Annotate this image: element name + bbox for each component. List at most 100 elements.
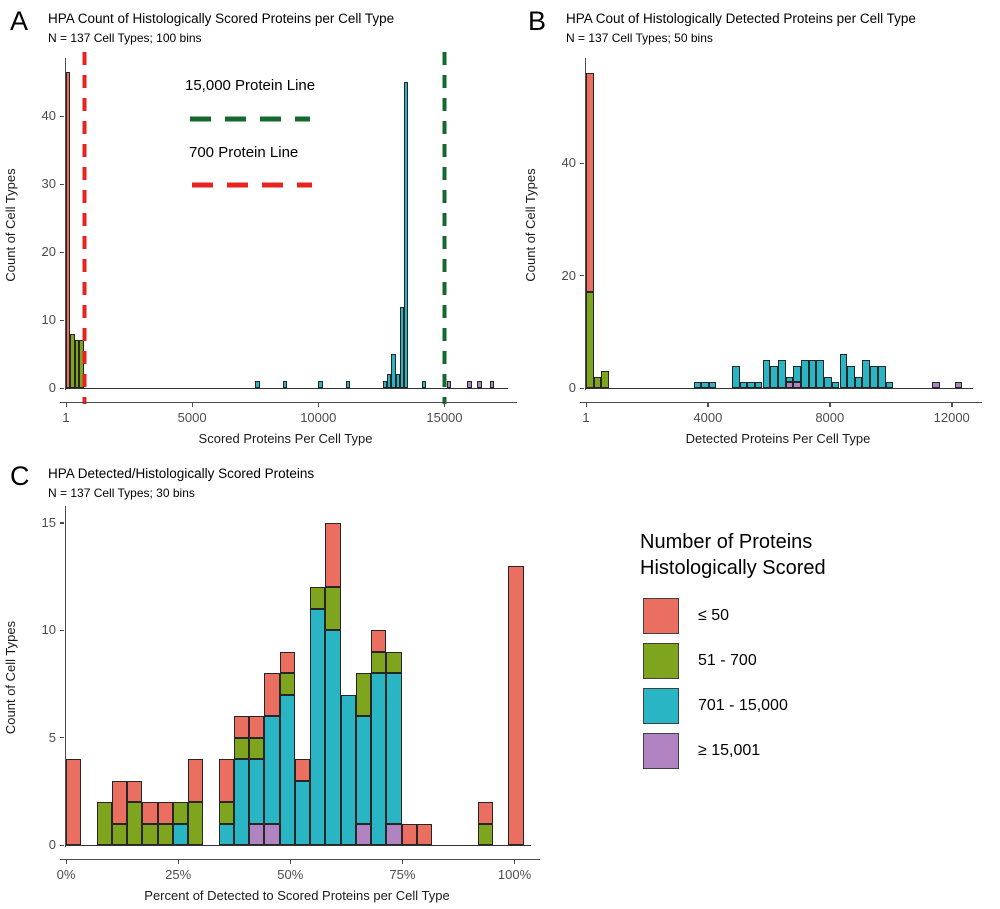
panel-b-baseline (585, 388, 973, 390)
panel-a-x-axis-title: Scored Proteins Per Cell Type (198, 431, 373, 446)
panel-b-x-axis-line (580, 402, 982, 404)
panel-b-x-tick-label: 1 (582, 410, 590, 425)
bar-segment-green (593, 376, 602, 388)
panel-a-letter: A (10, 6, 29, 36)
legend-label-green: 51 - 700 (698, 652, 757, 669)
bar-segment-red (264, 673, 280, 717)
bar-segment-green (386, 651, 402, 674)
panel-b-x-tick (707, 403, 709, 407)
bar-segment-cyan (279, 694, 295, 845)
panel-a-x-axis-line (60, 402, 517, 404)
bar-segment-green (325, 587, 341, 631)
bar-segment-red (416, 823, 432, 845)
bar-segment-cyan (785, 376, 794, 383)
panel-a-y-tick-label: 20 (41, 244, 56, 260)
panel-a-y-tick (60, 251, 64, 253)
panel-a-y-axis-line (65, 58, 67, 390)
panel-a-x-tick-label: 5000 (177, 410, 207, 425)
bar-segment-red (294, 759, 310, 781)
panel-b-y-tick (580, 275, 584, 277)
panel-a-y-tick-label: 40 (41, 108, 56, 124)
panel-c-x-tick-label: 100% (497, 867, 532, 882)
panel-c-y-tick-label: 5 (48, 729, 56, 745)
bar-segment-cyan (421, 381, 427, 388)
bar-segment-cyan (282, 381, 288, 388)
bar-segment-cyan (386, 673, 402, 824)
bar-segment-purple (931, 382, 940, 388)
panel-c-x-tick-label: 25% (165, 867, 192, 882)
bar-segment-cyan (294, 780, 310, 845)
bar-segment-cyan (831, 382, 840, 388)
bar-segment-red (111, 780, 127, 824)
bar-segment-green (74, 340, 80, 388)
panel-a-x-tick-label: 1 (62, 410, 70, 425)
panel-c-y-tick-label: 15 (41, 514, 56, 530)
panel-a-y-tick (60, 183, 64, 186)
bar-segment-purple (477, 381, 482, 388)
panel-b-y-tick-label: 40 (561, 155, 576, 171)
panel-c-y-tick (60, 522, 64, 524)
bar-segment-purple (489, 381, 495, 388)
bar-segment-green (601, 371, 610, 388)
bar-segment-green (188, 802, 204, 845)
bar-segment-purple (467, 381, 472, 388)
annotation-red-label: 700 Protein Line (189, 144, 299, 161)
reference-line (442, 52, 447, 404)
bar-segment-green (249, 737, 265, 760)
panel-c-bars (0, 455, 620, 909)
panel-a-y-tick-label: 0 (48, 380, 56, 395)
bar-segment-cyan (391, 354, 396, 388)
panel-c-x-tick-label: 50% (277, 867, 304, 882)
bar-segment-green (111, 823, 127, 845)
bar-segment-green (477, 823, 493, 845)
bar-segment-green (96, 802, 112, 845)
bar-segment-cyan (801, 359, 809, 388)
bar-segment-purple (264, 823, 280, 845)
legend-item-green[interactable]: 51 - 700 (640, 643, 970, 688)
panel-b-x-tick-label: 8000 (815, 410, 845, 425)
panel-b-x-axis-title: Detected Proteins Per Cell Type (685, 431, 871, 446)
bar-segment-purple (386, 823, 402, 845)
bar-segment-green (79, 340, 84, 388)
bar-segment-red (325, 522, 341, 588)
legend-item-purple[interactable]: ≥ 15,001 (640, 733, 970, 778)
bar-segment-cyan (877, 365, 886, 388)
bar-segment-cyan (847, 365, 855, 388)
bar-segment-red (157, 802, 173, 824)
panel-c-x-tick (289, 860, 292, 864)
legend-item-cyan[interactable]: 701 - 15,000 (640, 688, 970, 733)
panel-c-baseline (65, 845, 531, 847)
bar-segment-green (233, 737, 249, 760)
bar-segment-cyan (355, 716, 371, 824)
annotation-green-label: 15,000 Protein Line (185, 77, 316, 94)
bar-segment-cyan (739, 382, 748, 388)
panel-a: A HPA Count of Histologically Scored Pro… (0, 0, 520, 455)
bar-segment-red (586, 73, 594, 293)
bar-segment-cyan (318, 381, 323, 388)
panel-c-plot: Count of Cell Types Percent of Detected … (0, 455, 620, 909)
panel-b-x-tick-label: 4000 (693, 410, 723, 425)
bar-segment-red (218, 759, 234, 803)
bar-segment-red (142, 802, 158, 824)
panel-b-letter: B (528, 6, 547, 36)
bar-segment-green (279, 673, 295, 695)
panel-c-x-tick (514, 860, 516, 864)
bar-segment-cyan (386, 374, 392, 388)
bar-segment-red (66, 72, 71, 388)
bar-segment-purple (355, 823, 371, 845)
bar-segment-cyan (754, 382, 763, 388)
panel-a-x-tick-label: 15000 (426, 410, 463, 425)
legend-item-red[interactable]: ≤ 50 (640, 598, 970, 643)
panel-c-x-tick (401, 860, 404, 864)
panel-b-subtitle: N = 137 Cell Types; 50 bins (566, 31, 713, 45)
bar-segment-cyan (218, 823, 234, 845)
bar-segment-cyan (839, 354, 848, 388)
bar-segment-red (66, 759, 82, 845)
panel-a-plot: Count of Cell Types Scored Proteins Per … (0, 0, 520, 455)
bar-segment-cyan (404, 82, 409, 388)
bar-segment-cyan (255, 381, 260, 388)
panel-a-y-tick (60, 319, 64, 321)
panel-b-y-tick (580, 387, 584, 389)
panel-b-plot: Count of Cell Types Detected Proteins Pe… (520, 0, 1000, 455)
bar-segment-cyan (885, 382, 894, 388)
